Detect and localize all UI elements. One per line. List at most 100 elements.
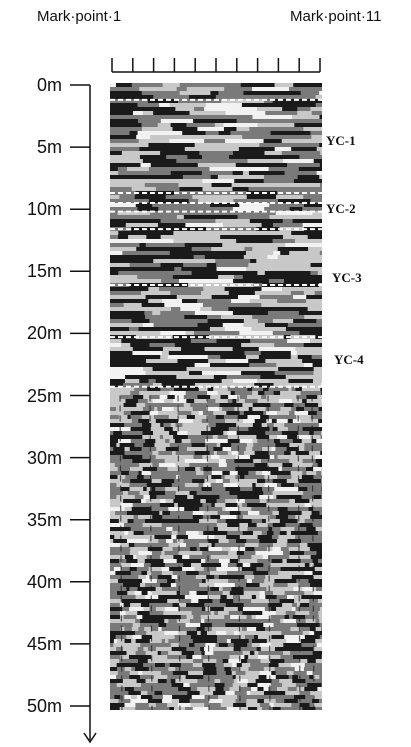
profile-texture-cell	[123, 411, 132, 416]
profile-texture-cell	[110, 135, 117, 140]
profile-texture-cell	[175, 523, 189, 528]
profile-texture-cell	[313, 159, 322, 164]
profile-texture-cell	[207, 415, 217, 420]
profile-texture-cell	[209, 451, 215, 456]
profile-texture-cell	[184, 599, 192, 604]
profile-texture-cell	[110, 175, 144, 180]
profile-texture-cell	[210, 515, 221, 520]
profile-texture-cell	[296, 467, 307, 472]
profile-texture-cell	[281, 483, 295, 488]
profile-texture-cell	[208, 423, 217, 428]
profile-texture-cell	[125, 495, 136, 500]
profile-texture-cell	[303, 531, 319, 536]
profile-texture-cell	[211, 519, 218, 524]
profile-texture-cell	[134, 495, 144, 500]
profile-texture-cell	[142, 411, 151, 416]
profile-texture-cell	[110, 463, 116, 468]
profile-texture-cell	[242, 171, 250, 176]
profile-texture-cell	[110, 567, 115, 572]
profile-texture-cell	[110, 543, 121, 548]
profile-texture-cell	[242, 403, 254, 408]
profile-texture-cell	[264, 207, 291, 212]
profile-texture-cell	[110, 115, 125, 120]
profile-texture-cell	[216, 443, 221, 448]
profile-texture-cell	[293, 319, 317, 324]
profile-texture-cell	[110, 335, 137, 340]
profile-texture-cell	[204, 107, 211, 112]
profile-texture-cell	[237, 567, 243, 572]
profile-texture-cell	[149, 707, 159, 710]
profile-texture-cell	[321, 479, 322, 484]
profile-texture-cell	[304, 271, 311, 276]
profile-texture-cell	[298, 311, 322, 316]
profile-texture-cell	[173, 611, 182, 616]
profile-texture-cell	[238, 667, 249, 672]
profile-texture-cell	[235, 303, 262, 308]
profile-texture-cell	[200, 643, 206, 648]
profile-texture-cell	[208, 563, 222, 568]
profile-texture-cell	[231, 183, 258, 188]
profile-texture-cell	[249, 219, 284, 224]
profile-texture-cell	[275, 671, 288, 676]
profile-texture-cell	[123, 115, 161, 120]
profile-texture-cell	[157, 575, 173, 580]
profile-texture-cell	[299, 503, 306, 508]
profile-texture-cell	[206, 683, 216, 688]
profile-texture-cell	[213, 411, 227, 416]
profile-texture-cell	[110, 451, 122, 456]
profile-texture-cell	[241, 599, 252, 604]
profile-texture-cell	[161, 407, 175, 412]
profile-texture-cell	[307, 483, 322, 488]
profile-texture-cell	[110, 391, 125, 396]
profile-texture-cell	[119, 427, 132, 432]
profile-texture-cell	[292, 439, 299, 444]
profile-streak	[119, 395, 123, 710]
profile-texture-cell	[176, 535, 189, 540]
profile-texture-cell	[164, 563, 173, 568]
profile-texture-cell	[167, 687, 179, 692]
profile-texture-cell	[219, 455, 232, 460]
profile-texture-cell	[110, 547, 120, 552]
profile-texture-cell	[210, 239, 237, 244]
profile-texture-cell	[136, 427, 152, 432]
profile-texture-cell	[285, 295, 294, 300]
profile-texture-cell	[128, 659, 139, 664]
profile-texture-cell	[215, 119, 238, 124]
profile-texture-cell	[207, 459, 220, 464]
profile-texture-cell	[225, 519, 239, 524]
profile-texture-cell	[133, 559, 138, 564]
profile-texture-cell	[135, 631, 147, 636]
profile-texture-cell	[204, 139, 226, 144]
profile-texture-cell	[139, 391, 152, 396]
profile-texture-cell	[235, 163, 275, 168]
profile-texture-cell	[251, 519, 263, 524]
profile-texture-cell	[172, 547, 180, 552]
profile-texture-cell	[306, 527, 317, 532]
profile-texture-cell	[194, 363, 211, 368]
profile-texture-cell	[243, 451, 256, 456]
profile-texture-cell	[123, 603, 131, 608]
profile-texture-cell	[310, 107, 319, 112]
profile-texture-cell	[173, 323, 199, 328]
profile-texture-cell	[159, 227, 173, 232]
profile-texture-cell	[200, 631, 208, 636]
profile-texture-cell	[253, 503, 267, 508]
profile-texture-cell	[316, 587, 322, 592]
profile-texture-cell	[229, 635, 242, 640]
profile-texture-cell	[285, 375, 306, 380]
profile-texture-cell	[262, 155, 300, 160]
profile-texture-cell	[148, 567, 163, 572]
profile-texture-cell	[237, 107, 246, 112]
profile-texture-cell	[278, 399, 293, 404]
profile-texture-cell	[273, 703, 286, 708]
profile-texture-cell	[178, 631, 188, 636]
profile-texture-cell	[141, 291, 171, 296]
profile-texture-cell	[252, 487, 263, 492]
profile-texture-cell	[192, 663, 203, 668]
profile-streak	[149, 395, 153, 710]
profile-texture-cell	[234, 583, 247, 588]
profile-texture-cell	[149, 527, 160, 532]
profile-texture-cell	[262, 387, 270, 392]
profile-texture-cell	[269, 703, 275, 708]
profile-texture-cell	[135, 703, 145, 708]
